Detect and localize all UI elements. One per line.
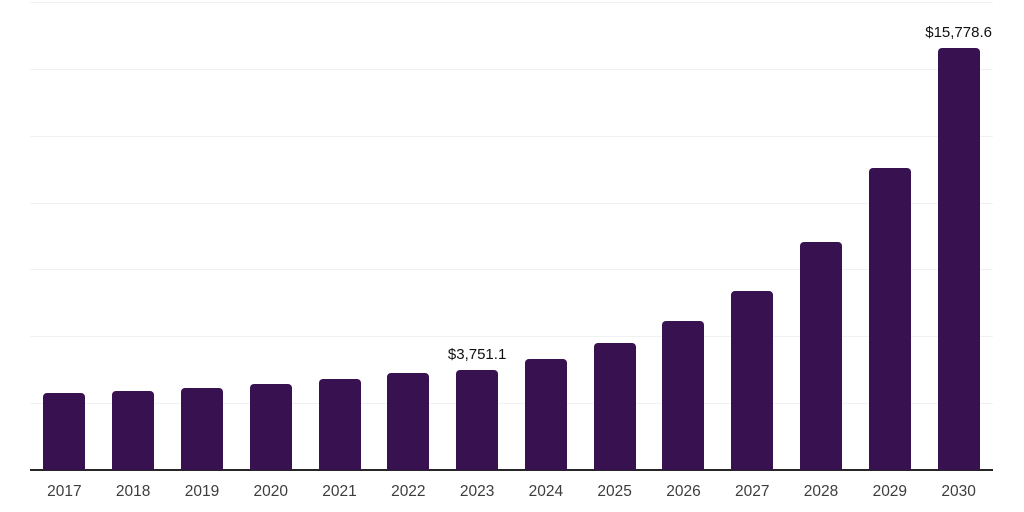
x-tick-label-2024: 2024	[528, 483, 564, 500]
bar-2022	[387, 372, 430, 470]
gridline	[30, 269, 993, 271]
x-tick-label-2028: 2028	[803, 483, 839, 500]
x-tick-label-2017: 2017	[47, 483, 82, 500]
x-tick-label-2018: 2018	[115, 483, 151, 500]
gridline	[30, 68, 993, 70]
x-tick-label-2029: 2029	[872, 483, 908, 500]
bar-2020	[249, 383, 292, 470]
x-tick-label-2025: 2025	[597, 483, 632, 500]
bar-2024	[524, 358, 567, 470]
gridline	[30, 403, 993, 405]
bar-value-label-2030: $15,778.6	[925, 24, 992, 42]
bar-2018	[112, 390, 155, 470]
x-tick-label-2020: 2020	[253, 483, 288, 500]
x-axis-line	[30, 469, 993, 471]
plot-area: $3,751.1 $15,778.6	[30, 2, 993, 471]
x-axis: 2017 2018 2019 2020 2021 2022 2023 2024 2025 2026…	[30, 472, 993, 508]
bar-2025	[593, 342, 636, 470]
bar-2028	[800, 242, 843, 470]
bar-2021	[318, 378, 361, 470]
gridline	[30, 202, 993, 204]
x-tick-label-2019: 2019	[184, 483, 220, 500]
gridline	[30, 135, 993, 137]
bar-2030	[937, 48, 980, 470]
x-tick-label-2030: 2030	[941, 483, 976, 500]
bar-2023	[456, 369, 499, 470]
x-tick-label-2023: 2023	[459, 483, 495, 500]
gridline	[30, 336, 993, 338]
bar-2026	[662, 320, 705, 470]
gridline	[30, 2, 993, 3]
bar-2027	[731, 290, 774, 470]
x-tick-label-2026: 2026	[666, 483, 701, 500]
bar-2017	[43, 392, 86, 470]
x-tick-label-2022: 2022	[391, 483, 426, 500]
bar-2029	[868, 168, 911, 470]
bar-value-label-2023: $3,751.1	[447, 345, 507, 363]
x-tick-label-2027: 2027	[735, 483, 770, 500]
bar-2019	[180, 387, 223, 470]
x-tick-label-2021: 2021	[322, 483, 357, 500]
